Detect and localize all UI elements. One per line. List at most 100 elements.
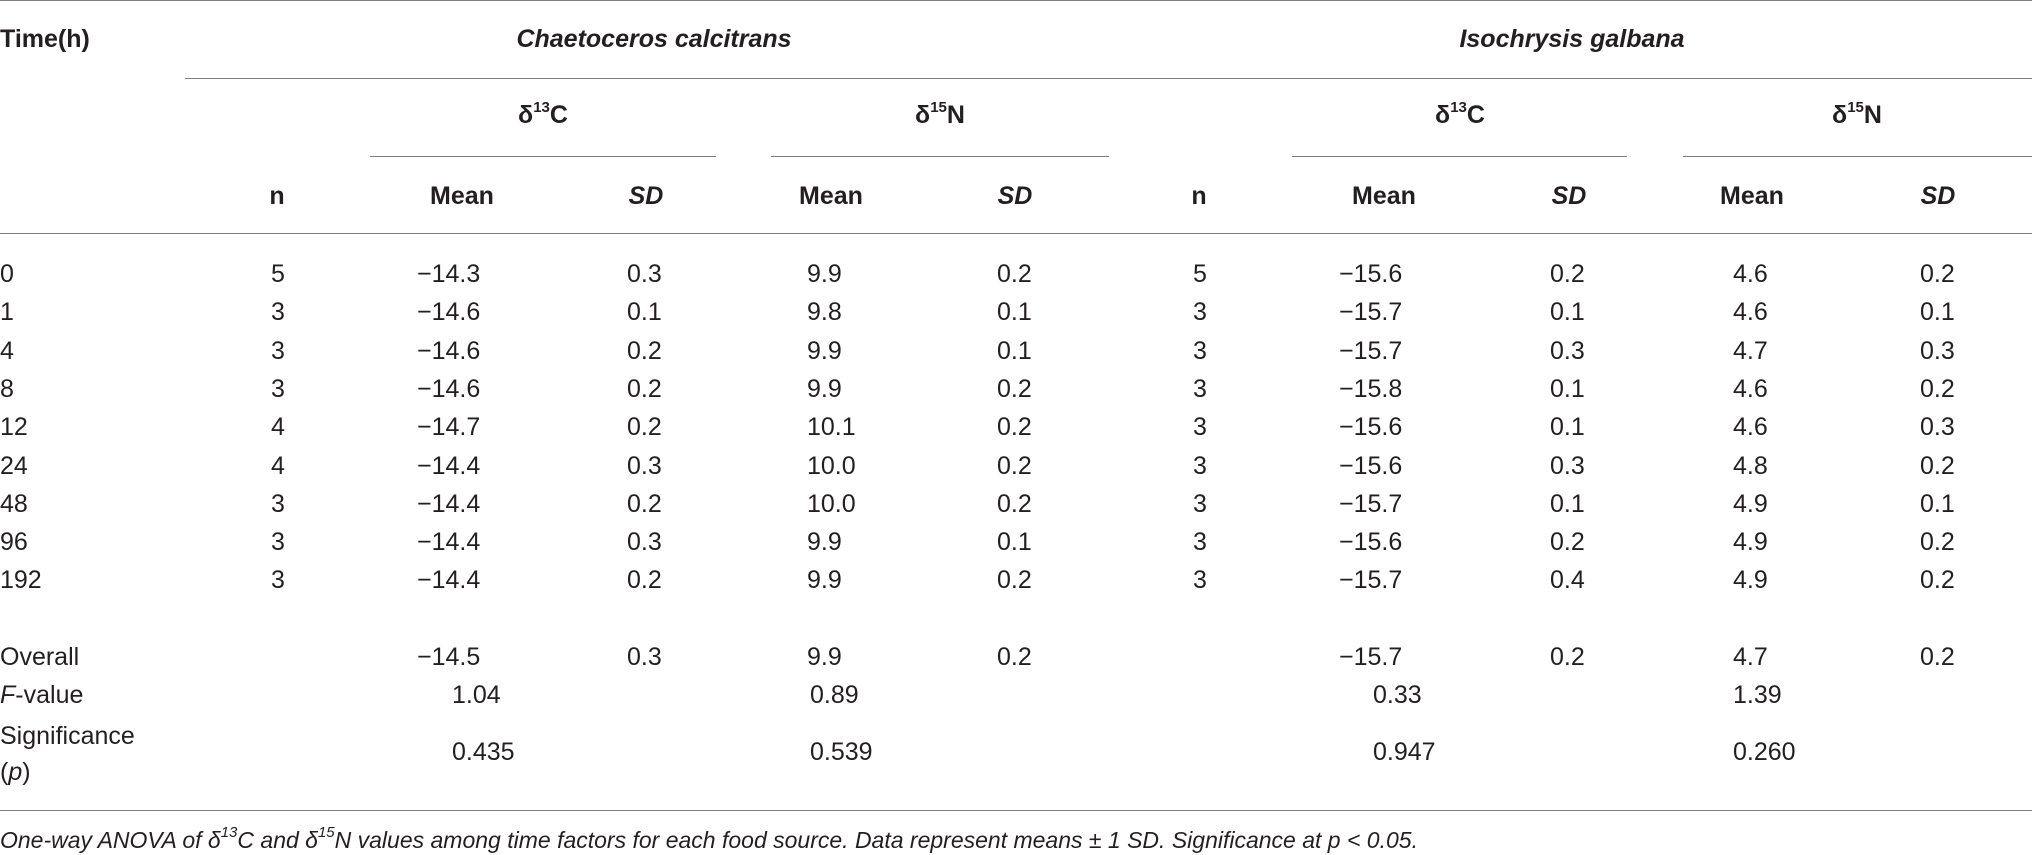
cell-ig-n-sd: 0.2	[1920, 260, 1955, 288]
cell-ig-n-mean: 4.6	[1733, 413, 1768, 442]
cell-ig-c-sd: 0.1	[1550, 489, 1585, 518]
cell-cc-c-sd: 0.1	[627, 298, 662, 327]
cell-time: 4	[0, 336, 14, 365]
cell-cc-c-mean: −14.4	[417, 451, 481, 480]
overall-ig-c-sd: 0.2	[1550, 643, 1585, 671]
cell-ig-n: 3	[1193, 298, 1207, 327]
cell-cc-n: 5	[271, 260, 285, 288]
significance-ig-n: 0.260	[1733, 738, 1796, 766]
cell-cc-n-sd: 0.2	[997, 413, 1032, 442]
cell-cc-n-mean: 10.1	[807, 413, 856, 442]
cell-cc-n-sd: 0.2	[997, 374, 1032, 403]
cc-d13c-sd-header: SD	[628, 182, 664, 210]
cell-cc-n-mean: 9.9	[807, 566, 842, 595]
ig-n-header: n	[1191, 182, 1207, 210]
cell-time: 0	[0, 260, 14, 288]
cell-ig-n-sd: 0.2	[1920, 566, 1955, 595]
cell-ig-n: 3	[1193, 451, 1207, 480]
cell-ig-n-mean: 4.6	[1733, 260, 1768, 288]
cell-cc-c-mean: −14.7	[417, 413, 481, 442]
species-header-isochrysis: Isochrysis galbana	[1459, 25, 1685, 53]
cell-cc-n-sd: 0.2	[997, 451, 1032, 480]
cell-ig-c-sd: 0.3	[1550, 451, 1585, 480]
cc-d13c-underline	[370, 156, 716, 157]
cell-ig-n: 5	[1193, 260, 1207, 288]
cell-ig-n-sd: 0.3	[1920, 413, 1955, 442]
fvalue-cc-c: 1.04	[452, 681, 501, 709]
significance-label: Significance (p)	[0, 722, 135, 786]
cell-cc-n: 4	[271, 451, 285, 480]
cell-cc-n: 3	[271, 566, 285, 595]
cell-cc-c-sd: 0.2	[627, 489, 662, 518]
cell-ig-c-mean: −15.7	[1339, 489, 1403, 518]
overall-cc-c-mean: −14.5	[417, 643, 481, 671]
cc-d15n-sd-header: SD	[997, 182, 1033, 210]
cell-ig-n: 3	[1193, 566, 1207, 595]
cell-ig-n-sd: 0.1	[1920, 489, 1955, 518]
cell-cc-c-sd: 0.2	[627, 413, 662, 442]
cell-ig-c-sd: 0.2	[1550, 260, 1585, 288]
cell-cc-n-sd: 0.1	[997, 336, 1032, 365]
table-footnote: One-way ANOVA of δ13C and δ15N values am…	[0, 824, 1418, 853]
cell-cc-c-mean: −14.3	[417, 260, 481, 288]
overall-ig-n-sd: 0.2	[1920, 643, 1955, 671]
cell-cc-n-sd: 0.2	[997, 489, 1032, 518]
cell-ig-c-sd: 0.1	[1550, 413, 1585, 442]
overall-cc-c-sd: 0.3	[627, 643, 662, 671]
cell-ig-n: 3	[1193, 336, 1207, 365]
cell-cc-n: 4	[271, 413, 285, 442]
species-underline	[185, 78, 2032, 79]
cc-d15n-header: δ15N	[915, 98, 965, 129]
significance-cc-c: 0.435	[452, 738, 515, 766]
cell-time: 192	[0, 566, 42, 595]
overall-ig-n-mean: 4.7	[1733, 643, 1768, 671]
cell-cc-n-sd: 0.2	[997, 260, 1032, 288]
cell-ig-n-sd: 0.2	[1920, 374, 1955, 403]
cell-cc-n: 3	[271, 374, 285, 403]
cell-cc-n-mean: 9.9	[807, 336, 842, 365]
cell-ig-c-sd: 0.3	[1550, 336, 1585, 365]
cell-time: 96	[0, 528, 28, 557]
cell-ig-c-sd: 0.1	[1550, 374, 1585, 403]
fvalue-cc-n: 0.89	[810, 681, 859, 709]
ig-d13c-sd-header: SD	[1551, 182, 1587, 210]
cell-cc-n-mean: 9.9	[807, 528, 842, 557]
ig-d13c-mean-header: Mean	[1352, 182, 1416, 210]
cell-cc-n: 3	[271, 336, 285, 365]
cell-ig-n-sd: 0.2	[1920, 528, 1955, 557]
fvalue-label: F-value	[0, 681, 84, 709]
cell-cc-n: 3	[271, 528, 285, 557]
cell-cc-n-mean: 10.0	[807, 451, 856, 480]
cell-ig-c-mean: −15.8	[1339, 374, 1403, 403]
cell-cc-n-sd: 0.1	[997, 528, 1032, 557]
cc-d13c-header: δ13C	[518, 98, 568, 129]
cell-ig-n: 3	[1193, 489, 1207, 518]
cell-ig-n: 3	[1193, 528, 1207, 557]
time-header: Time(h)	[0, 25, 90, 53]
cc-d15n-mean-header: Mean	[799, 182, 863, 210]
cell-ig-n-mean: 4.8	[1733, 451, 1768, 480]
table-bottom-rule	[0, 810, 2032, 811]
cell-time: 1	[0, 298, 14, 327]
cell-ig-n-mean: 4.9	[1733, 489, 1768, 518]
cell-ig-c-sd: 0.1	[1550, 298, 1585, 327]
cell-ig-n-mean: 4.9	[1733, 566, 1768, 595]
cell-cc-c-sd: 0.3	[627, 260, 662, 288]
cell-time: 12	[0, 413, 28, 442]
overall-cc-n-mean: 9.9	[807, 643, 842, 671]
cell-time: 24	[0, 451, 28, 480]
cell-cc-c-sd: 0.2	[627, 566, 662, 595]
cell-cc-n-sd: 0.2	[997, 566, 1032, 595]
cell-cc-c-sd: 0.3	[627, 528, 662, 557]
ig-d15n-header: δ15N	[1832, 98, 1882, 129]
cell-cc-n-mean: 10.0	[807, 489, 856, 518]
cell-ig-c-mean: −15.6	[1339, 528, 1403, 557]
fvalue-ig-c: 0.33	[1373, 681, 1422, 709]
cell-cc-n-mean: 9.9	[807, 374, 842, 403]
overall-label: Overall	[0, 643, 80, 671]
cc-d13c-mean-header: Mean	[430, 182, 494, 210]
cell-ig-c-sd: 0.4	[1550, 566, 1585, 595]
cell-ig-c-mean: −15.7	[1339, 336, 1403, 365]
cell-cc-c-mean: −14.6	[417, 298, 481, 327]
cell-cc-c-mean: −14.4	[417, 528, 481, 557]
